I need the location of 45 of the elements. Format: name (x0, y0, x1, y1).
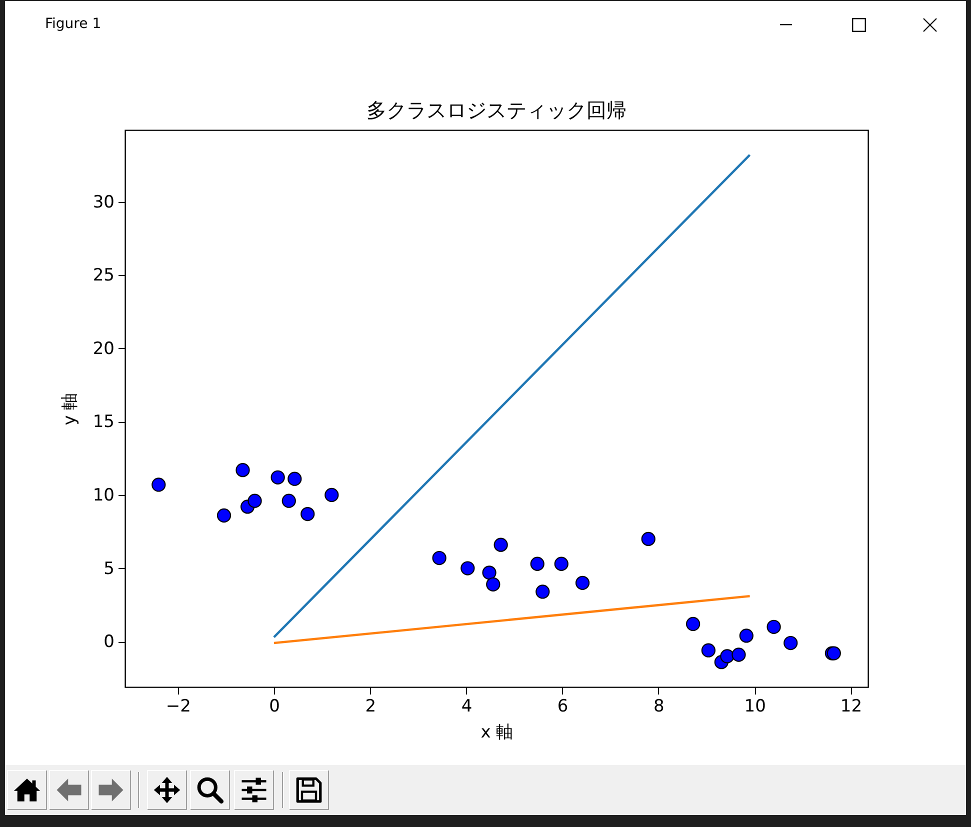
x-tick-label: 4 (461, 696, 472, 716)
y-tick-label: 15 (92, 412, 114, 432)
y-tick-label: 20 (92, 338, 114, 359)
y-tick-label: 25 (92, 266, 114, 286)
y-tick-label: 10 (92, 485, 114, 506)
point (216, 508, 232, 523)
point (536, 584, 550, 599)
point (739, 628, 754, 643)
point (494, 538, 508, 552)
point (482, 566, 496, 580)
point (701, 643, 716, 658)
point (720, 649, 734, 664)
point (575, 576, 590, 590)
x-tick-label: 0 (269, 696, 280, 716)
point (248, 494, 262, 508)
point (686, 616, 700, 632)
point (732, 648, 746, 662)
point (784, 636, 798, 650)
y-tick-label: 5 (104, 558, 114, 579)
caption: Figure 1 (45, 15, 102, 33)
x-tick-label: 8 (654, 696, 664, 716)
x-axis-title: x 軸 (480, 722, 514, 742)
y-tick-label: 30 (92, 192, 114, 212)
point (486, 577, 500, 592)
x-tick-label: 2 (365, 696, 376, 716)
point (282, 494, 296, 508)
point (300, 506, 315, 522)
point (270, 470, 285, 484)
point (288, 472, 302, 486)
point (641, 532, 656, 546)
point (554, 556, 568, 571)
x-tick-label: −2 (166, 696, 191, 716)
point (432, 550, 446, 566)
point (152, 478, 166, 492)
x-tick-label: 6 (557, 696, 568, 716)
point (530, 556, 544, 571)
x-tick-label: 12 (840, 696, 862, 716)
point (324, 488, 339, 502)
point (236, 463, 250, 478)
chart-title: 多クラスロジスティック回帰 (366, 98, 626, 122)
y-tick-label: 0 (104, 632, 114, 652)
point (460, 561, 475, 576)
x-tick-label: 10 (744, 696, 766, 716)
y-axis-title: y 軸 (60, 392, 80, 426)
point (766, 620, 781, 634)
